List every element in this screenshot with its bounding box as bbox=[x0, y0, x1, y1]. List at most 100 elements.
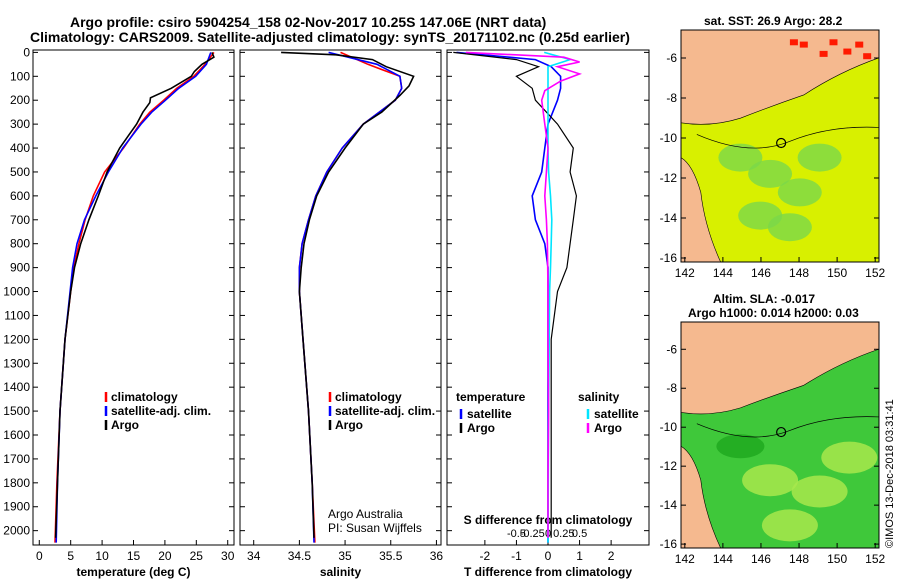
legend-label: satellite bbox=[594, 407, 639, 421]
s-tick-label: 0.25 bbox=[553, 528, 574, 540]
x-tick-label: 34 bbox=[247, 549, 261, 563]
lon-tick-label: 144 bbox=[713, 266, 733, 280]
y-tick-label: 900 bbox=[10, 261, 30, 275]
y-tick-label: 1800 bbox=[3, 476, 30, 490]
land-cape-york bbox=[680, 157, 722, 263]
x-tick-label: 20 bbox=[158, 549, 172, 563]
lat-tick-label: -6 bbox=[666, 342, 677, 356]
x-tick-label: 35 bbox=[338, 549, 352, 563]
lon-tick-label: 152 bbox=[865, 266, 885, 280]
x-tick-label: 1 bbox=[576, 549, 583, 563]
x-tick-label: -1 bbox=[511, 549, 522, 563]
lat-tick-label: -12 bbox=[660, 459, 678, 473]
high-sla-patch bbox=[761, 509, 818, 542]
legend-title-salinity: salinity bbox=[578, 390, 620, 404]
high-sla-patch bbox=[791, 475, 848, 508]
lat-tick-label: -14 bbox=[660, 211, 678, 225]
warm-sst-patch bbox=[863, 53, 872, 60]
y-tick-label: 800 bbox=[10, 237, 30, 251]
temperature-series-3 bbox=[54, 52, 215, 538]
high-sla-patch bbox=[821, 441, 878, 474]
y-tick-label: 1100 bbox=[4, 308, 30, 322]
x-tick-label: 10 bbox=[95, 549, 109, 563]
profile-charts: 0100200300400500600700800900100011001200… bbox=[3, 45, 650, 579]
x-tick-label: 15 bbox=[127, 549, 141, 563]
low-sla-patch bbox=[716, 434, 765, 459]
temperature-series-2 bbox=[55, 52, 212, 543]
sla-map-title-2: Argo h1000: 0.014 h2000: 0.03 bbox=[688, 306, 859, 320]
lon-tick-label: 146 bbox=[751, 552, 771, 566]
cool-sst-patch bbox=[748, 159, 793, 188]
s-tick-label: -0.25 bbox=[520, 528, 545, 540]
land-new-guinea bbox=[680, 29, 880, 125]
y-tick-label: 1900 bbox=[3, 500, 30, 514]
lat-tick-label: -10 bbox=[660, 420, 678, 434]
legend-label: Argo bbox=[467, 421, 495, 435]
y-tick-label: 1400 bbox=[3, 380, 30, 394]
credit-line-1: Argo Australia bbox=[328, 507, 403, 521]
lat-tick-label: -8 bbox=[666, 381, 677, 395]
x-tick-label: 0 bbox=[36, 549, 43, 563]
sla-map-title-1: Altim. SLA: -0.017 bbox=[713, 292, 816, 306]
legend-label: climatology bbox=[335, 390, 402, 404]
lon-tick-label: 148 bbox=[789, 266, 809, 280]
warm-sst-patch bbox=[799, 41, 808, 48]
y-tick-label: 500 bbox=[10, 165, 30, 179]
difference-series-3 bbox=[543, 51, 573, 543]
y-tick-label: 300 bbox=[10, 117, 30, 131]
lat-tick-label: -6 bbox=[666, 51, 677, 65]
title-line-1: Argo profile: csiro 5904254_158 02-Nov-2… bbox=[70, 14, 547, 30]
legend-label: satellite-adj. clim. bbox=[335, 404, 435, 418]
temperature-frame bbox=[32, 49, 235, 546]
x-tick-label: 2 bbox=[608, 549, 615, 563]
lat-tick-label: -12 bbox=[660, 171, 678, 185]
warm-sst-patch bbox=[789, 39, 798, 46]
warm-sst-patch bbox=[829, 39, 838, 46]
argo-position-marker bbox=[776, 137, 787, 149]
lat-tick-label: -10 bbox=[660, 131, 678, 145]
cool-sst-patch bbox=[777, 178, 822, 207]
y-tick-label: 1300 bbox=[3, 356, 30, 370]
legend-label: satellite-adj. clim. bbox=[111, 404, 211, 418]
lat-tick-label: -16 bbox=[660, 537, 678, 551]
lon-tick-label: 150 bbox=[827, 552, 847, 566]
salinity-series-1 bbox=[298, 51, 403, 543]
argo-position-marker bbox=[776, 426, 787, 438]
y-tick-label: 0 bbox=[23, 45, 30, 59]
high-sla-patch bbox=[742, 464, 799, 497]
legend-label: Argo bbox=[111, 418, 139, 432]
title-line-2: Climatology: CARS2009. Satellite-adjuste… bbox=[30, 29, 630, 45]
land-new-guinea bbox=[680, 321, 880, 415]
salinity-axis-label: salinity bbox=[320, 565, 362, 579]
legend-label: climatology bbox=[111, 390, 178, 404]
lon-tick-label: 148 bbox=[789, 552, 809, 566]
lon-tick-label: 152 bbox=[865, 552, 885, 566]
t-difference-axis-label: T difference from climatology bbox=[464, 565, 632, 579]
y-tick-label: 600 bbox=[10, 189, 30, 203]
isobath-line bbox=[696, 126, 880, 149]
cool-sst-patch bbox=[797, 143, 842, 172]
land-cape-york bbox=[680, 445, 722, 549]
cool-sst-patch bbox=[767, 213, 812, 242]
legend-label: Argo bbox=[594, 421, 622, 435]
x-tick-label: 34.5 bbox=[288, 549, 312, 563]
lat-tick-label: -14 bbox=[660, 498, 678, 512]
map-frame bbox=[680, 29, 880, 263]
legend-title-temperature: temperature bbox=[456, 390, 526, 404]
x-tick-label: 36 bbox=[430, 549, 444, 563]
x-tick-label: 35.5 bbox=[379, 549, 403, 563]
credit-line-2: PI: Susan Wijffels bbox=[328, 521, 422, 535]
isobath-line bbox=[696, 416, 880, 438]
y-tick-label: 400 bbox=[10, 141, 30, 155]
warm-sst-patch bbox=[855, 41, 864, 48]
sst-map-title: sat. SST: 26.9 Argo: 28.2 bbox=[704, 14, 843, 28]
warm-sst-patch bbox=[819, 50, 828, 57]
y-tick-label: 1200 bbox=[3, 332, 30, 346]
difference-series-4 bbox=[465, 51, 583, 538]
x-tick-label: 25 bbox=[190, 549, 204, 563]
lon-tick-label: 144 bbox=[713, 552, 733, 566]
x-tick-label: -2 bbox=[480, 549, 491, 563]
lat-tick-label: -8 bbox=[666, 91, 677, 105]
